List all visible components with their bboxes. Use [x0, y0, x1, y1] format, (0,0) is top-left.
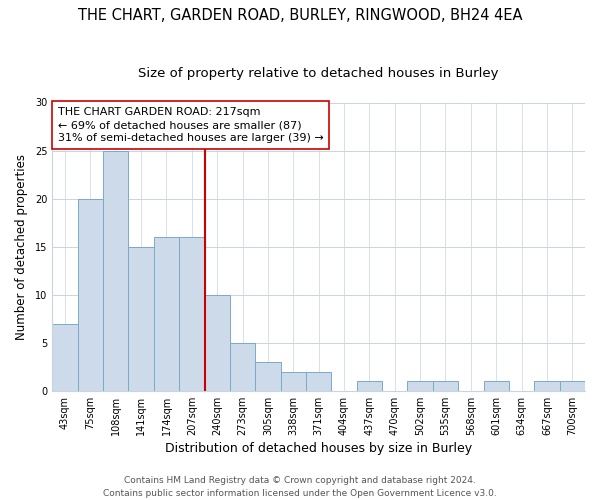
Bar [433, 381, 458, 391]
Bar [357, 381, 382, 391]
Bar [255, 362, 281, 391]
Bar [154, 237, 179, 391]
Text: THE CHART, GARDEN ROAD, BURLEY, RINGWOOD, BH24 4EA: THE CHART, GARDEN ROAD, BURLEY, RINGWOOD… [78, 8, 522, 22]
X-axis label: Distribution of detached houses by size in Burley: Distribution of detached houses by size … [165, 442, 472, 455]
Bar [306, 372, 331, 391]
Bar [205, 294, 230, 391]
Bar [281, 372, 306, 391]
Bar [103, 150, 128, 391]
Bar [230, 343, 255, 391]
Text: Contains HM Land Registry data © Crown copyright and database right 2024.
Contai: Contains HM Land Registry data © Crown c… [103, 476, 497, 498]
Bar [179, 237, 205, 391]
Y-axis label: Number of detached properties: Number of detached properties [15, 154, 28, 340]
Title: Size of property relative to detached houses in Burley: Size of property relative to detached ho… [139, 68, 499, 80]
Bar [484, 381, 509, 391]
Bar [52, 324, 77, 391]
Bar [77, 198, 103, 391]
Bar [407, 381, 433, 391]
Bar [128, 246, 154, 391]
Bar [560, 381, 585, 391]
Bar [534, 381, 560, 391]
Text: THE CHART GARDEN ROAD: 217sqm
← 69% of detached houses are smaller (87)
31% of s: THE CHART GARDEN ROAD: 217sqm ← 69% of d… [58, 107, 323, 143]
